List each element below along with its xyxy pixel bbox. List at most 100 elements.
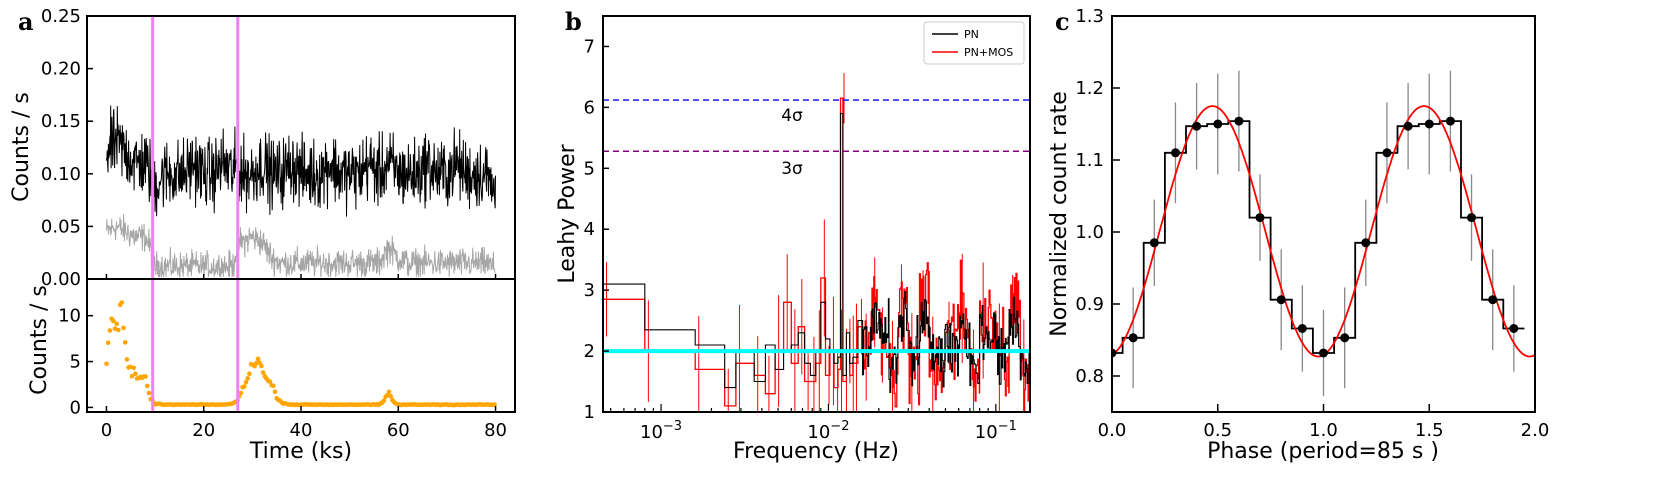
x-tick-label: 0.5 [1203, 420, 1232, 441]
flare-point [260, 370, 266, 375]
x-tick-label: 1.5 [1415, 420, 1444, 441]
flare-point [121, 325, 126, 331]
y-tick-label: 6 [584, 97, 595, 118]
y-tick-label: 0.8 [1075, 366, 1104, 387]
y-tick-label: 1.0 [1075, 222, 1104, 243]
flare-point [131, 365, 136, 371]
flare-point [271, 383, 276, 389]
panel-c-xlabel: Phase (period=85 s ) [1207, 439, 1439, 464]
panel-a-ticks: 0 20 40 60 80 0.00 0.05 0.10 0.15 0.20 0.25 0 5 10 [41, 6, 507, 441]
panel-b-frame [602, 15, 1031, 413]
y-tick-label: 0.00 [41, 269, 81, 290]
panel-c-ylabel: Normalized count rate [1047, 91, 1072, 337]
panel-b-letter: b [565, 7, 582, 36]
panel-a-top-series [106, 105, 496, 278]
flare-point [245, 376, 250, 381]
y-tick-label: 0.20 [41, 59, 81, 80]
y-tick-label: 0.10 [41, 164, 81, 185]
phase-point [1213, 119, 1223, 129]
x-tick-label: 0.0 [1098, 420, 1127, 441]
x-tick-label: 40 [290, 420, 313, 441]
flare-point [146, 390, 152, 396]
phase-point [1509, 324, 1519, 333]
phase-point [1276, 295, 1286, 305]
phase-point [1340, 333, 1350, 343]
phase-point [1149, 238, 1159, 248]
source-lightcurve [106, 105, 496, 217]
panel-a-bottom-ylabel: Counts / s [27, 285, 52, 395]
flare-point [238, 390, 244, 396]
flare-point [116, 327, 121, 333]
flare-point [272, 389, 278, 395]
y-tick-label: 1.1 [1075, 150, 1104, 171]
y-tick-label: 10 [58, 306, 81, 327]
pnmos-periodogram [603, 97, 1030, 412]
phase-point [1234, 116, 1244, 126]
panel-b-xlabel: Frequency (Hz) [733, 439, 899, 464]
phase-point [1403, 121, 1413, 131]
flare-point [381, 398, 387, 404]
legend-box [923, 21, 1025, 65]
sigma3-label: 3σ [781, 159, 803, 179]
y-tick-label: 0.15 [41, 111, 81, 132]
flare-point [243, 380, 249, 385]
panel-c-letter: c [1055, 7, 1070, 36]
y-tick-label: 1.2 [1075, 78, 1104, 99]
phase-point [1467, 213, 1476, 223]
background-lightcurve [106, 214, 496, 278]
phase-point [1319, 348, 1328, 358]
legend-label-pn: PN [964, 28, 979, 41]
x-tick-label: 20 [192, 420, 215, 441]
panel-b-series [603, 73, 1030, 412]
y-tick-label: 5 [584, 158, 595, 179]
x-tick-label: 60 [387, 420, 410, 441]
flare-point [259, 363, 264, 369]
sigma4-label: 4σ [781, 106, 803, 126]
panel-c: 0.0 0.5 1.0 1.5 2.0 0.8 0.9 1.0 1.1 1.2 1.3 Normal… [1047, 6, 1549, 464]
flare-point [105, 340, 111, 346]
panel-c-ticks: 0.0 0.5 1.0 1.5 2.0 0.8 0.9 1.0 1.1 1.2 1.3 [1075, 6, 1549, 441]
y-tick-label: 0 [70, 397, 81, 418]
x-tick-label: 80 [484, 420, 507, 441]
x-tick-label: 2.0 [1521, 420, 1550, 441]
phase-point [1382, 148, 1392, 158]
panel-b-legend: PN PN+MOS [923, 21, 1025, 65]
panel-b-ylabel: Leahy Power [555, 143, 580, 283]
phase-point [1445, 116, 1455, 126]
flare-point [104, 361, 109, 367]
flare-point [124, 357, 130, 362]
flare-point [388, 393, 394, 399]
panel-b: 1 2 3 4 5 6 7 10−3 10−2 10−1 4σ 3σ PN PN+MOS Leah… [555, 15, 1031, 464]
panel-b-ticks: 1 2 3 4 5 6 7 10−3 10−2 10−1 [584, 36, 1017, 443]
y-tick-label: 0.25 [41, 6, 81, 27]
flare-point [267, 379, 273, 384]
flare-point [111, 318, 116, 324]
flare-point [133, 371, 138, 377]
panel-a-bottom-series [104, 300, 497, 408]
y-tick-label: 7 [584, 36, 595, 57]
phase-point [1488, 295, 1498, 305]
flare-point [143, 374, 148, 379]
phase-point [1361, 238, 1371, 248]
flare-point [129, 373, 135, 379]
flare-point [253, 360, 259, 366]
x-tick-label: 1.0 [1309, 420, 1338, 441]
flare-point [492, 402, 497, 407]
phase-point [1112, 348, 1117, 358]
flare-point [145, 383, 150, 389]
legend-label-pnmos: PN+MOS [964, 46, 1013, 59]
y-tick-label: 1 [584, 402, 595, 423]
panel-a-vertical-markers [151, 16, 240, 412]
flare-point [114, 321, 119, 327]
panel-a-letter: a [18, 7, 34, 36]
flare-point [386, 389, 392, 395]
y-tick-label: 4 [584, 219, 595, 240]
phase-point [1192, 121, 1202, 131]
y-tick-label: 5 [70, 352, 81, 373]
x-tick-label: 10−2 [807, 419, 849, 443]
phase-point [1255, 213, 1265, 223]
phase-point [1424, 119, 1434, 129]
y-tick-label: 3 [584, 280, 595, 301]
flare-point [242, 384, 247, 389]
